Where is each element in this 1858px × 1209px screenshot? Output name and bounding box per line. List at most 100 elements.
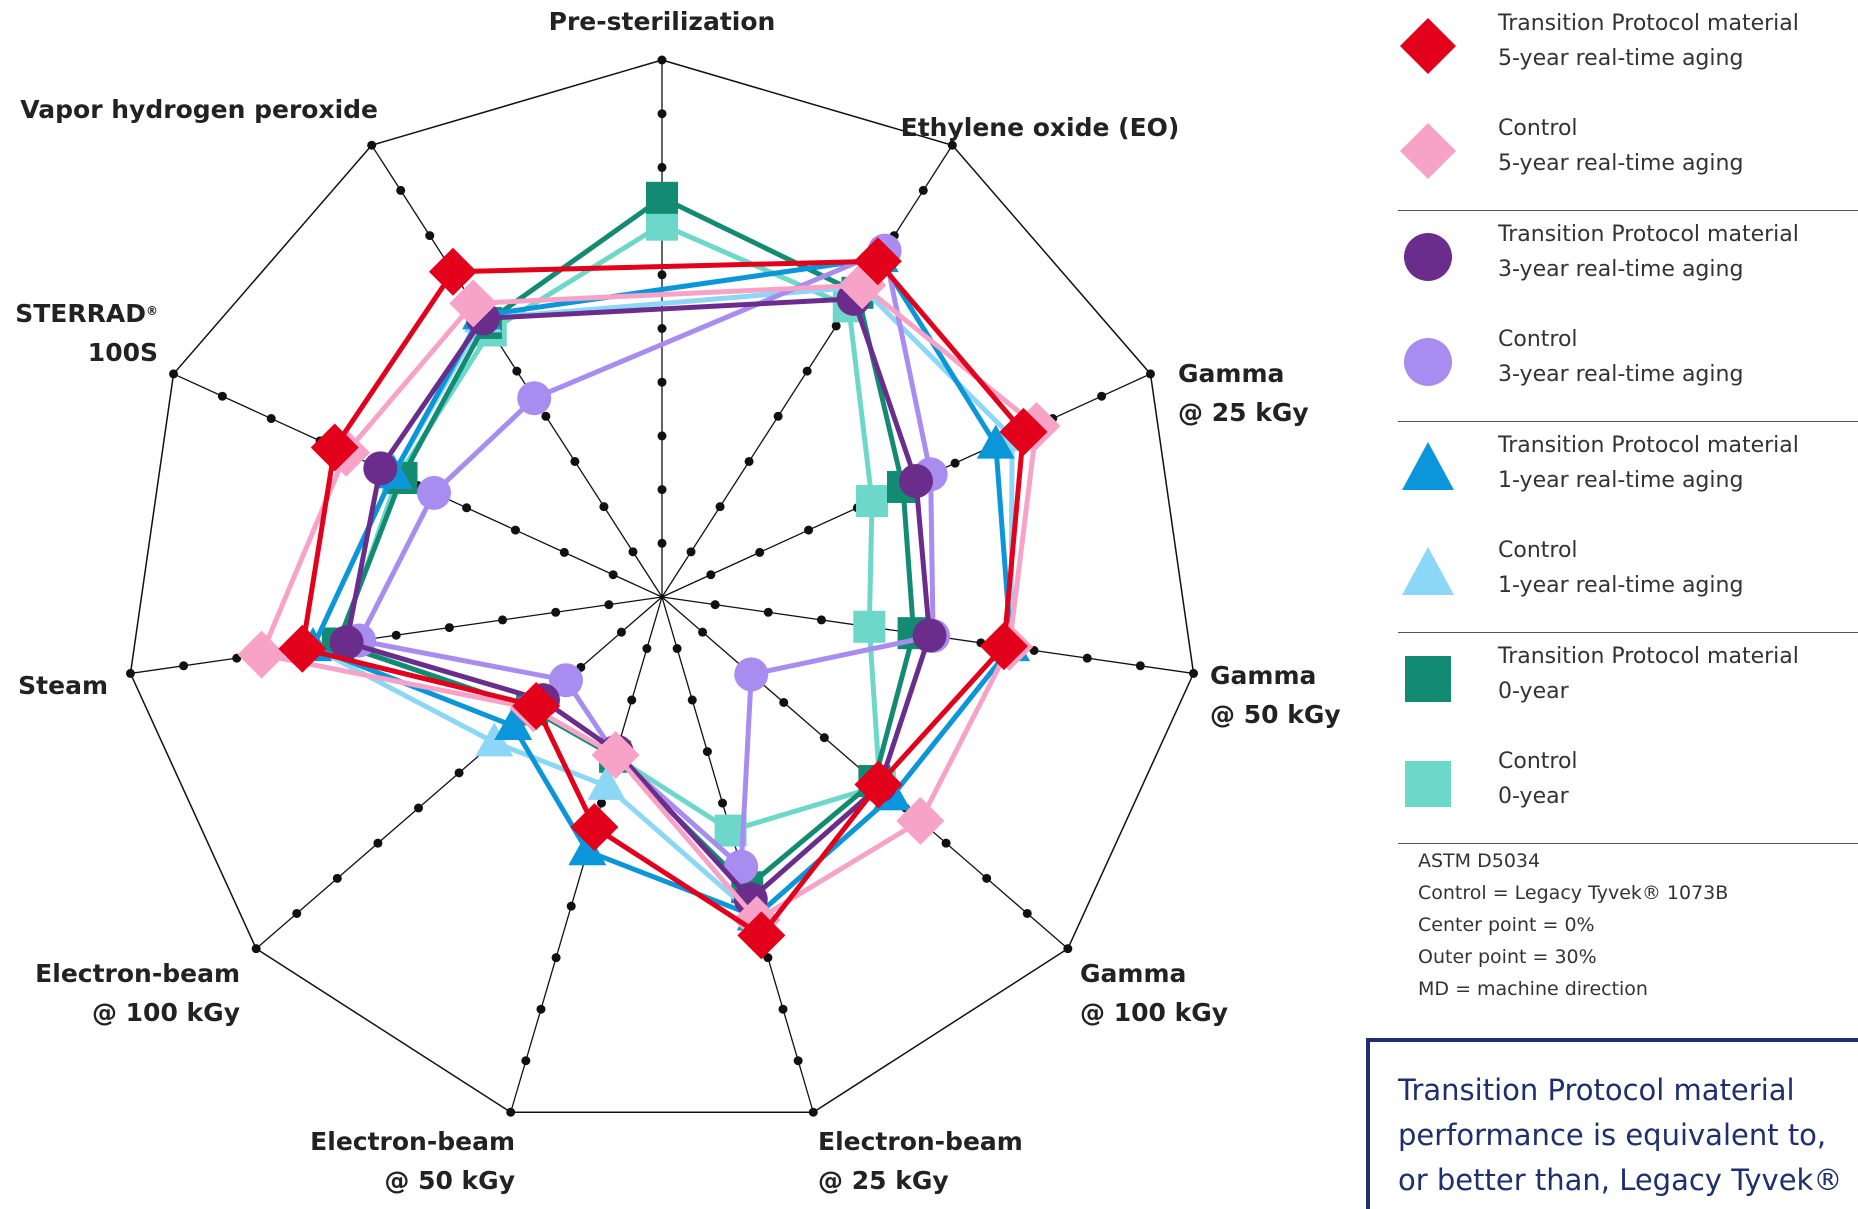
grid-tick-dot (657, 324, 667, 333)
grid-tick-dot (570, 456, 580, 466)
grid-tick-dot (718, 798, 728, 808)
axis-label: Gamma @ 100 kGy (1080, 959, 1228, 1027)
note-line: ASTM D5034 (1418, 850, 1541, 872)
legend-item: Control 0-year (1398, 738, 1858, 843)
axis-label: Steam (18, 671, 108, 700)
grid-tick-dot (1082, 653, 1092, 663)
chart-legend: Transition Protocol material 5-year real… (1398, 0, 1858, 844)
legend-circle-lavender-marker (1404, 338, 1452, 386)
grid-tick-dot (808, 1107, 818, 1117)
axis-label: Ethylene oxide (EO) (901, 113, 1180, 142)
grid-tick-dot (686, 547, 696, 557)
grid-tick-dot (391, 630, 401, 640)
chart-notes: ASTM D5034 Control = Legacy Tyvek® 1073B… (1418, 845, 1728, 1005)
radar-series (237, 181, 1061, 960)
grid-tick-dot (657, 377, 667, 387)
grid-tick-dot (918, 185, 928, 195)
grid-tick-dot (125, 668, 135, 678)
axis-label: Vapor hydrogen peroxide (20, 95, 378, 124)
grid-tick-dot (657, 270, 667, 280)
legend-group-1yr: Transition Protocol material 1-year real… (1398, 422, 1858, 633)
grid-tick-dot (628, 547, 638, 557)
axis-label: Pre-sterilization (549, 7, 776, 36)
grid-tick-dot (596, 798, 606, 808)
data-point (899, 463, 934, 498)
grid-tick-dot (616, 627, 626, 637)
legend-diamond-red-marker (1400, 18, 1456, 74)
data-point (512, 682, 561, 731)
grid-tick-dot (627, 695, 637, 705)
grid-tick-dot (179, 661, 189, 671)
grid-tick-dot (498, 615, 508, 625)
data-point (737, 911, 786, 960)
legend-group-3yr: Transition Protocol material 3-year real… (1398, 211, 1858, 422)
legend-label: Control 0-year (1498, 749, 1578, 809)
grid-outline (129, 59, 1195, 1113)
legend-square-aqua-marker (1405, 761, 1451, 807)
grid-tick-dot (793, 1056, 803, 1066)
data-point (517, 381, 552, 416)
grid-tick-dot (657, 162, 667, 172)
grid-tick-dot (657, 109, 667, 119)
note-line: Control = Legacy Tyvek® 1073B (1418, 882, 1729, 904)
grid-tick-dot (462, 503, 472, 513)
grid-tick-dot (217, 391, 227, 401)
grid-tick-dot (266, 414, 276, 424)
grid-tick-dot (819, 733, 829, 743)
legend-diamond-pink-marker (1400, 123, 1456, 179)
data-point (310, 423, 359, 472)
grid-tick-dot (698, 627, 708, 637)
grid-tick-dot (292, 908, 302, 918)
grid-tick-dot (702, 747, 712, 757)
grid-tick-dot (551, 953, 561, 963)
grid-tick-dot (367, 140, 377, 150)
grid-tick-dot (454, 768, 464, 778)
legend-label: Control 3-year real-time aging (1498, 327, 1744, 387)
grid-tick-dot (710, 600, 720, 610)
axis-label: Gamma @ 25 kGy (1178, 359, 1309, 427)
data-point (999, 407, 1048, 456)
axis-label: Electron-beam @ 25 kGy (818, 1127, 1023, 1195)
legend-item: Transition Protocol material 3-year real… (1398, 211, 1858, 316)
legend-item: Control 3-year real-time aging (1398, 316, 1858, 421)
data-point (494, 705, 533, 740)
data-point (896, 796, 945, 845)
grid-tick-dot (1135, 661, 1145, 671)
note-line: Center point = 0% (1418, 914, 1595, 936)
grid-tick-dot (373, 838, 383, 848)
grid-tick-dot (251, 944, 261, 954)
data-point (570, 803, 619, 852)
grid-tick-dot (816, 615, 826, 625)
grid-tick-dot (657, 538, 667, 548)
grid-tick-dot (657, 431, 667, 441)
grid-tick-dot (744, 456, 754, 466)
grid-tick-dot (541, 411, 551, 421)
legend-label: Transition Protocol material 3-year real… (1498, 222, 1799, 282)
grid-tick-dot (444, 623, 454, 633)
grid-tick-dot (947, 140, 957, 150)
legend-square-teal-marker (1405, 656, 1451, 702)
note-line: Outer point = 30% (1418, 946, 1597, 968)
legend-label: Control 5-year real-time aging (1498, 116, 1744, 176)
data-point (912, 618, 947, 653)
grid-tick-dot (521, 1056, 531, 1066)
data-point (568, 831, 607, 866)
grid-tick-dot (169, 369, 179, 379)
data-point (854, 760, 903, 809)
data-point (646, 181, 678, 214)
data-point (591, 731, 640, 780)
legend-item: Transition Protocol material 5-year real… (1398, 0, 1858, 105)
grid-tick-dot (941, 838, 951, 848)
grid-tick-dot (566, 901, 576, 911)
data-point (734, 657, 769, 692)
grid-tick-dot (1022, 908, 1032, 918)
grid-tick-dot (687, 695, 697, 705)
data-point (449, 279, 498, 328)
series-2 (329, 281, 947, 917)
legend-label: Transition Protocol material 5-year real… (1498, 11, 1799, 71)
grid-tick-dot (657, 485, 667, 495)
grid-tick-dot (425, 231, 435, 241)
data-point (237, 630, 286, 679)
legend-group-5yr: Transition Protocol material 5-year real… (1398, 0, 1858, 211)
axis-label: Electron-beam @ 50 kGy (310, 1127, 515, 1195)
